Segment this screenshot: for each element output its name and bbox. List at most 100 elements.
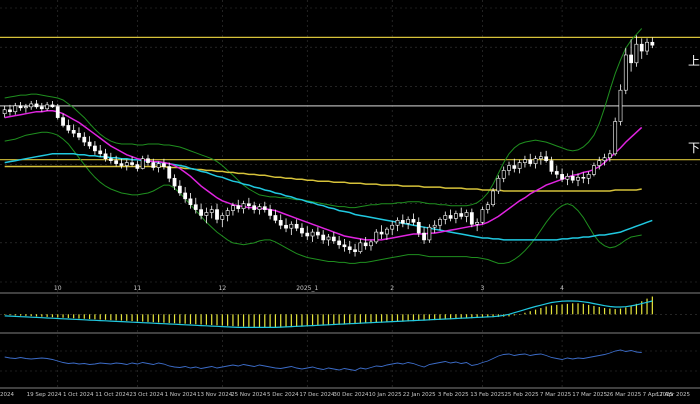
macd-bar (221, 314, 223, 326)
candle-body (156, 163, 161, 168)
macd-bar (94, 314, 96, 320)
candle-body (639, 43, 644, 52)
macd-bar (110, 314, 112, 321)
candle-body (480, 209, 485, 223)
macd-bar (349, 314, 351, 325)
macd-bar (227, 314, 229, 326)
candle-body (374, 231, 379, 243)
macd-bar (487, 314, 489, 318)
macd-bar (253, 314, 255, 328)
macd-bar (386, 314, 388, 323)
macd-bar (513, 314, 515, 316)
candle-body (77, 132, 81, 138)
candle-body (98, 150, 103, 155)
macd-bar (619, 308, 622, 315)
candle-body (82, 136, 87, 143)
candle-body (151, 162, 156, 168)
candle-body (454, 213, 458, 219)
macd-bar (280, 314, 282, 328)
macd-bar (380, 314, 383, 323)
x-tick-label: 4 (560, 285, 564, 292)
candle-body (305, 232, 310, 237)
candle-body (257, 206, 262, 210)
candle-body (390, 224, 395, 230)
candle-body (300, 227, 304, 234)
macd-bar (14, 314, 16, 316)
macd-bar (322, 314, 324, 326)
candle-body (523, 159, 527, 163)
candle-body (135, 164, 140, 169)
candle-body (273, 215, 278, 221)
macd-bar (19, 314, 22, 316)
candle-body (23, 106, 28, 109)
candle-body (358, 242, 363, 252)
macd-bar (237, 314, 239, 327)
candle-body (379, 231, 384, 235)
candle-body (560, 174, 564, 180)
candle-body (55, 106, 60, 118)
macd-bar (269, 314, 271, 328)
date-axis-label: 2024 (0, 392, 14, 398)
macd-bar (189, 314, 192, 324)
candle-body (321, 234, 326, 241)
candle-body (602, 157, 607, 161)
macd-bar (359, 314, 361, 324)
macd-bar (120, 314, 123, 321)
macd-bar (598, 306, 600, 315)
macd-bar (136, 314, 138, 322)
candle-body (66, 125, 71, 131)
candle-body (416, 222, 421, 234)
candle-body (618, 89, 623, 122)
candle-body (29, 103, 34, 108)
macd-bar (248, 314, 250, 327)
macd-bar (78, 314, 80, 319)
ma-short-line (4, 110, 643, 241)
macd-bar (41, 314, 43, 317)
candle-body (71, 130, 76, 134)
candle-body (246, 203, 251, 206)
candle-body (427, 226, 432, 241)
macd-bar (99, 314, 101, 320)
macd-bar (333, 314, 335, 326)
macd-bar (550, 305, 553, 315)
candle-body (570, 176, 575, 181)
candle-body (50, 104, 55, 108)
x-tick-label: 2 (390, 285, 394, 292)
macd-bar (540, 308, 542, 315)
macd-bar (67, 314, 69, 318)
candle-body (554, 171, 559, 175)
macd-bar (651, 296, 653, 315)
date-axis-label: 13 Feb 2025 (470, 392, 505, 398)
macd-bar (338, 314, 340, 325)
macd-bar (131, 314, 133, 322)
candle-body (172, 177, 177, 187)
macd-bar (614, 309, 616, 315)
candle-body (496, 177, 501, 192)
date-axis-label: 7 Apr 2025 (643, 392, 674, 398)
macd-bar (354, 314, 356, 324)
macd-bar (57, 314, 59, 318)
macd-bar (524, 312, 526, 315)
macd-bar (428, 314, 430, 321)
candle-body (162, 163, 166, 167)
candle-body (592, 165, 596, 175)
candle-body (565, 176, 570, 180)
candle-body (533, 158, 538, 164)
date-axis-label: 11 Oct 2024 (95, 392, 130, 398)
candle-body (645, 41, 649, 52)
candle-body (491, 190, 495, 205)
candle-body (140, 158, 145, 169)
candle-body (146, 158, 150, 163)
macd-bar (556, 304, 558, 315)
macd-bar (301, 314, 303, 327)
candle-body (369, 241, 373, 247)
candle-body (103, 153, 108, 160)
macd-bar (205, 314, 207, 325)
candle-body (448, 215, 453, 219)
macd-bar (439, 314, 441, 320)
x-tick-label: 3 (481, 285, 485, 292)
macd-bar (625, 307, 627, 315)
candle-body (204, 212, 209, 216)
candle-body (294, 223, 299, 229)
